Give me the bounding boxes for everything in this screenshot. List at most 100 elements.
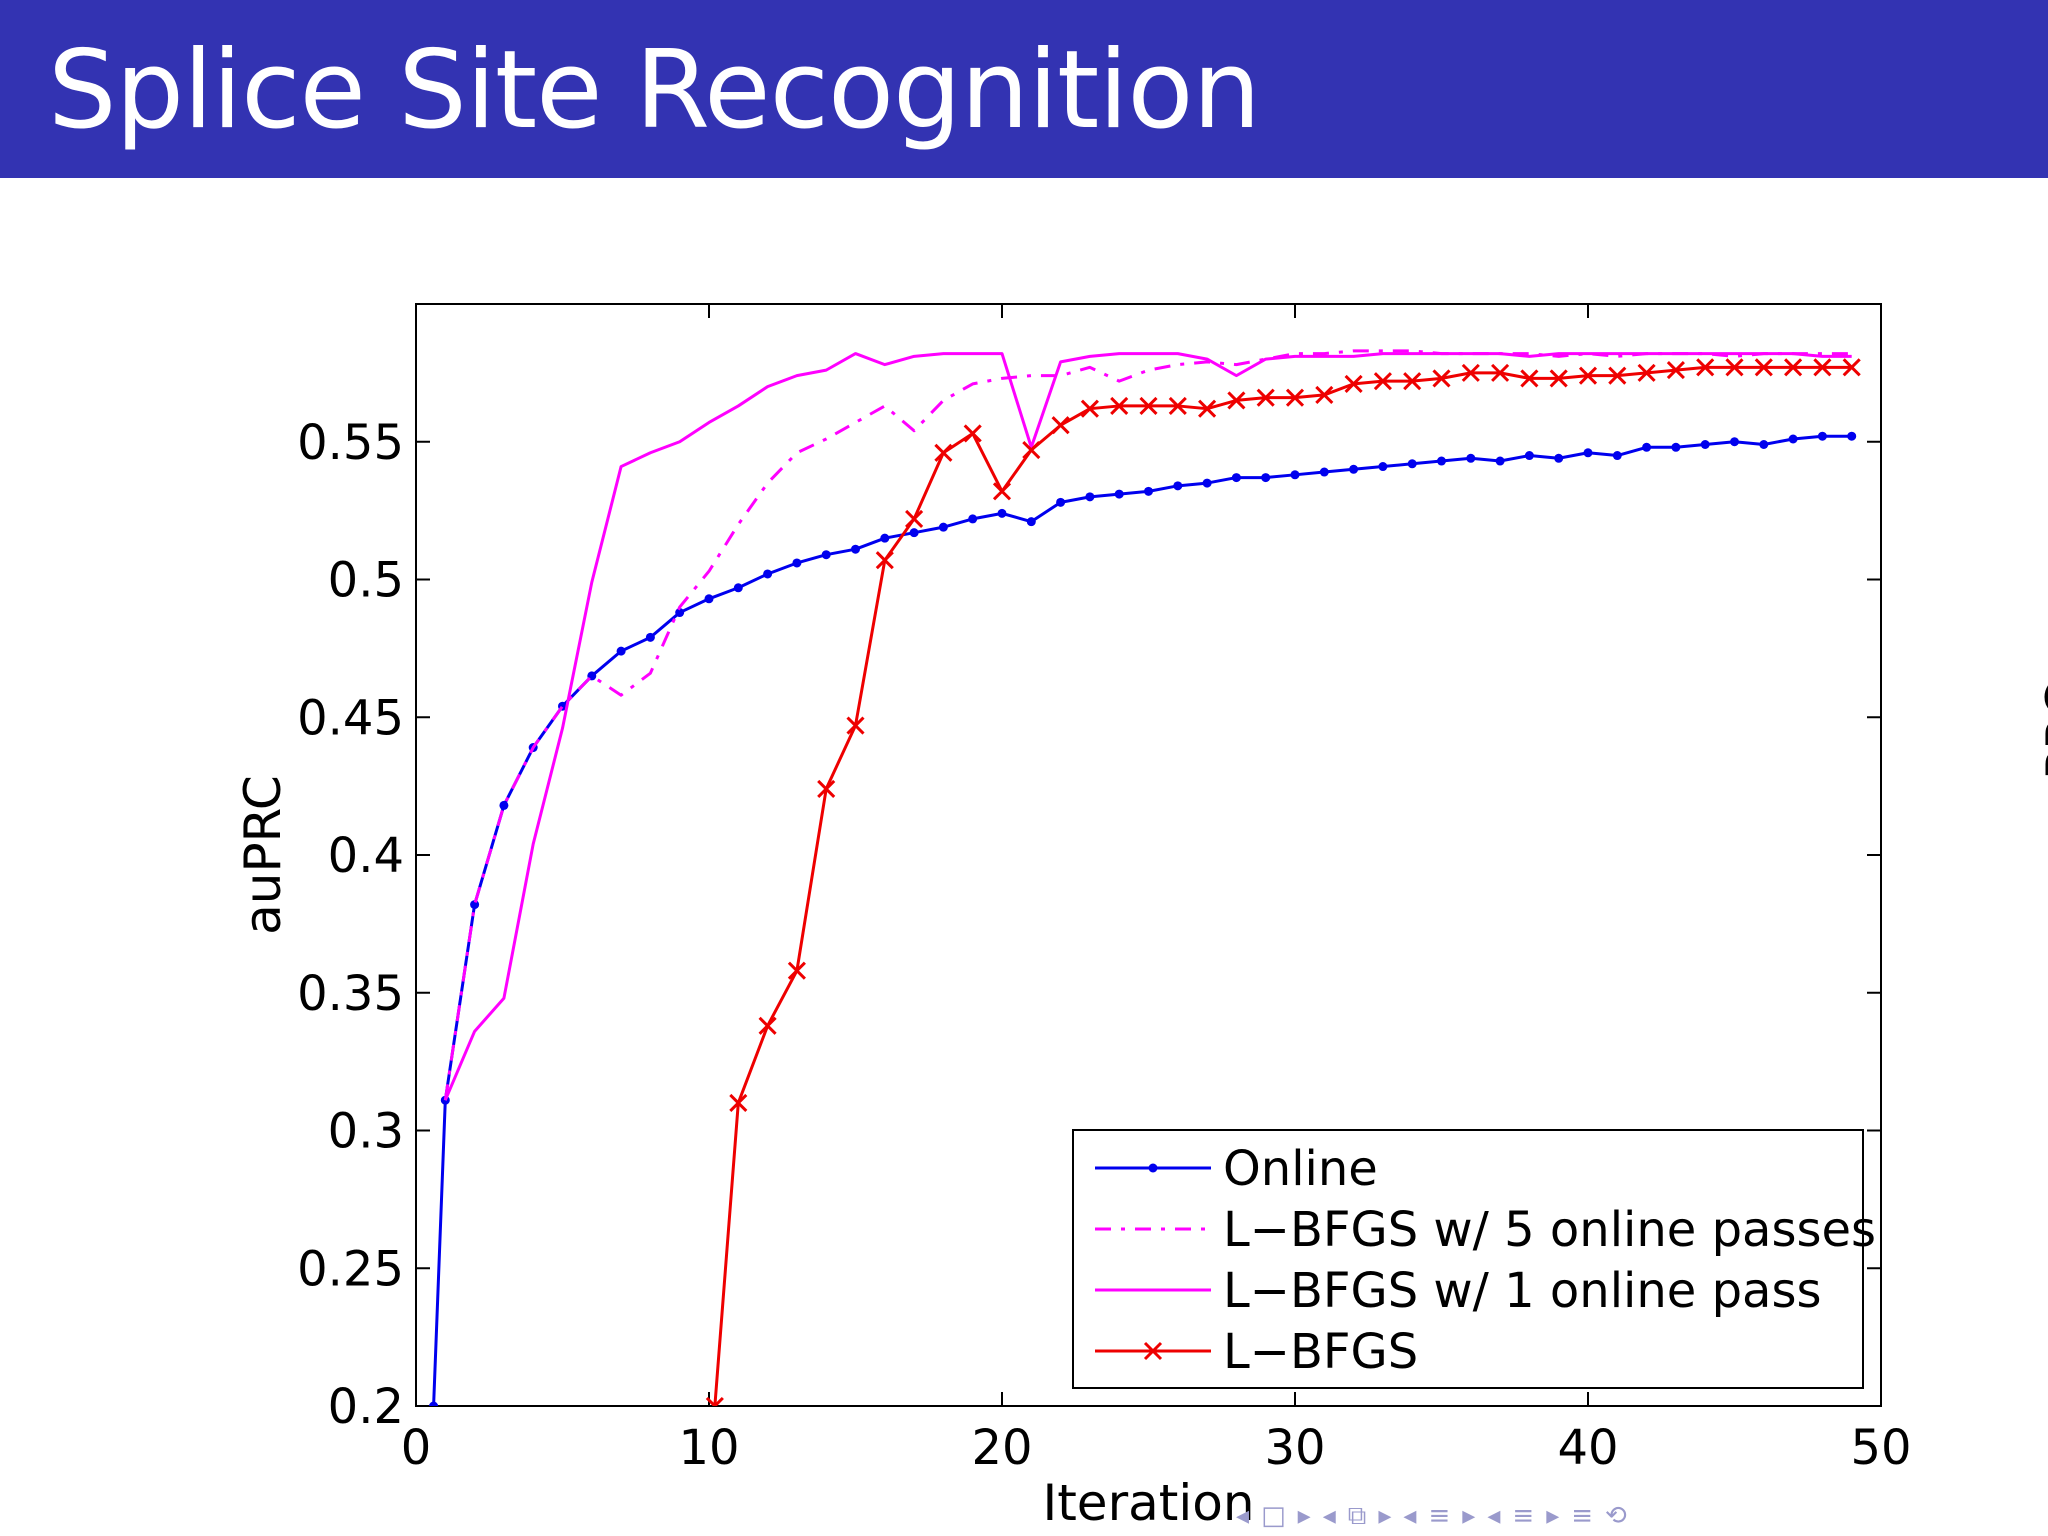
data-point xyxy=(499,800,509,810)
subsection-icon[interactable]: ≡ xyxy=(1512,1501,1535,1531)
data-point xyxy=(1085,492,1095,502)
series-line xyxy=(443,352,1852,1101)
x-tick-label: 50 xyxy=(1850,1420,1911,1476)
data-point xyxy=(429,1401,439,1406)
section-icon[interactable]: ≡ xyxy=(1428,1501,1451,1531)
arrow-left-icon[interactable]: ◂ xyxy=(1487,1501,1501,1531)
legend-label: L−BFGS w/ 5 online passes xyxy=(1223,1202,1876,1258)
data-point xyxy=(821,550,831,560)
slide-title-bar: Splice Site Recognition xyxy=(0,0,2048,178)
data-point xyxy=(1315,385,1334,404)
series-line xyxy=(432,434,1852,1406)
data-point xyxy=(1759,440,1769,450)
series-3 xyxy=(705,358,1861,1406)
data-point xyxy=(1495,456,1505,466)
data-point xyxy=(787,961,806,980)
data-point xyxy=(963,424,982,443)
data-point xyxy=(1319,467,1329,477)
data-point xyxy=(1549,369,1568,388)
y-tick-label: 0.3 xyxy=(328,1104,404,1160)
data-point xyxy=(880,533,890,543)
data-point xyxy=(846,716,865,735)
data-point xyxy=(1608,366,1627,385)
data-point xyxy=(1114,489,1124,499)
legend-label: L−BFGS xyxy=(1223,1324,1418,1380)
data-point xyxy=(1231,473,1241,483)
data-point xyxy=(1144,486,1153,496)
data-point xyxy=(1432,369,1451,388)
x-tick-label: 30 xyxy=(1264,1420,1325,1476)
slides-icon[interactable]: ⧉ xyxy=(1347,1500,1367,1531)
x-axis-label: Iteration xyxy=(1042,1474,1254,1532)
x-tick-label: 20 xyxy=(971,1420,1032,1476)
data-point xyxy=(704,594,714,604)
data-point xyxy=(1612,451,1622,461)
data-point xyxy=(875,551,894,570)
data-point xyxy=(1378,462,1388,472)
data-point xyxy=(1700,440,1710,450)
data-point xyxy=(1227,391,1246,410)
align-icon[interactable]: ≡ xyxy=(1571,1501,1594,1531)
x-tick-label: 40 xyxy=(1557,1420,1618,1476)
data-point xyxy=(1784,358,1803,377)
data-point xyxy=(1051,416,1070,435)
y-tick-label: 0.45 xyxy=(297,690,404,746)
data-point xyxy=(1198,399,1217,418)
cut-off-axis-label: PRC xyxy=(2036,682,2048,780)
frame-icon[interactable]: □ xyxy=(1261,1501,1286,1531)
data-point xyxy=(1026,517,1036,527)
x-tick-label: 0 xyxy=(401,1420,432,1476)
data-point xyxy=(645,632,655,642)
data-point xyxy=(1437,456,1446,466)
data-point xyxy=(1173,481,1183,491)
y-tick-label: 0.5 xyxy=(328,553,404,609)
series-1 xyxy=(443,349,1852,1101)
series-line xyxy=(713,365,1852,1406)
data-point xyxy=(1461,363,1480,382)
data-point xyxy=(1407,459,1417,469)
data-point xyxy=(1285,388,1305,407)
y-tick-label: 0.55 xyxy=(297,415,404,471)
data-point xyxy=(616,646,626,656)
arrow-left-icon[interactable]: ◂ xyxy=(1322,1501,1336,1531)
data-point xyxy=(733,583,743,593)
data-point xyxy=(1725,358,1744,377)
arrow-right-icon[interactable]: ▸ xyxy=(1297,1501,1311,1531)
data-point xyxy=(1373,372,1392,391)
legend-marker xyxy=(1148,1163,1158,1173)
arrow-left-icon[interactable]: ◂ xyxy=(1236,1501,1250,1531)
legend-marker xyxy=(1143,1341,1163,1361)
data-point xyxy=(1637,363,1656,382)
legend-label: L−BFGS w/ 1 online pass xyxy=(1223,1263,1821,1319)
data-point xyxy=(1022,440,1041,460)
data-point xyxy=(1842,358,1861,377)
data-point xyxy=(1139,396,1158,415)
data-point xyxy=(758,1016,777,1035)
data-point xyxy=(817,779,836,798)
data-point xyxy=(1754,358,1773,377)
arrow-right-icon[interactable]: ▸ xyxy=(1378,1501,1392,1531)
plot-area xyxy=(429,349,1861,1406)
data-point xyxy=(1817,431,1827,441)
search-icon[interactable]: ⟲ xyxy=(1605,1501,1627,1531)
beamer-navigation-bar: ◂ □ ▸ ◂ ⧉ ▸ ◂ ≡ ▸ ◂ ≡ ▸ ≡ ⟲ xyxy=(1236,1498,1639,1534)
arrow-right-icon[interactable]: ▸ xyxy=(1462,1501,1476,1531)
data-point xyxy=(729,1093,748,1113)
y-tick-label: 0.25 xyxy=(297,1241,404,1297)
arrow-left-icon[interactable]: ◂ xyxy=(1403,1501,1417,1531)
data-point xyxy=(675,608,685,618)
data-point xyxy=(1671,442,1681,452)
arrow-right-icon[interactable]: ▸ xyxy=(1546,1501,1560,1531)
legend-label: Online xyxy=(1223,1141,1378,1197)
data-point xyxy=(1290,470,1300,480)
data-point xyxy=(1491,363,1510,382)
data-point xyxy=(1466,453,1476,463)
y-axis-label: auPRC xyxy=(234,775,292,935)
data-point xyxy=(705,1396,724,1406)
data-point xyxy=(1813,358,1832,377)
data-point xyxy=(997,508,1007,518)
data-point xyxy=(1666,361,1685,380)
data-point xyxy=(1349,464,1359,474)
